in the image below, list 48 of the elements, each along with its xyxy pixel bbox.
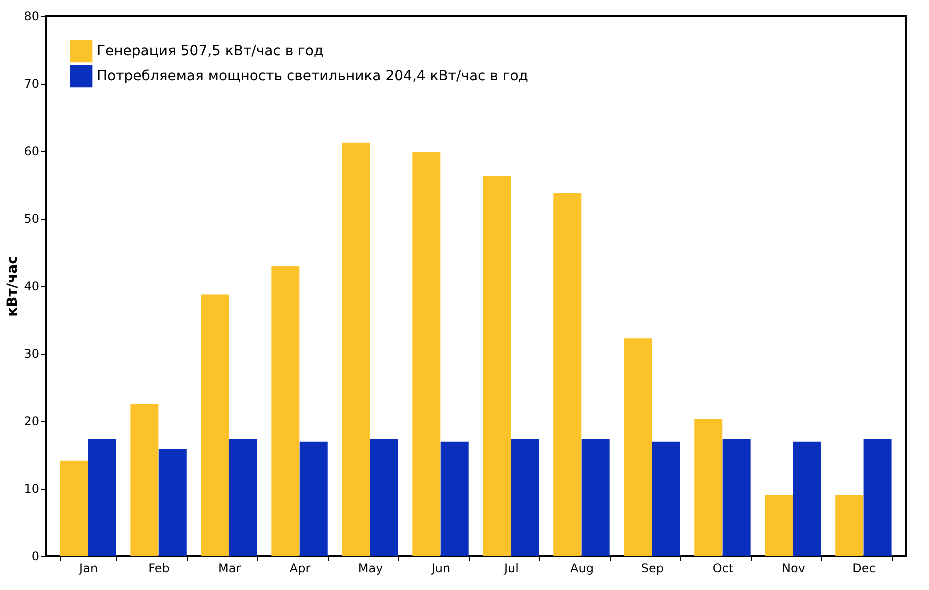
bar (722, 439, 751, 556)
bar (554, 194, 582, 556)
bar (88, 439, 116, 556)
bar (201, 294, 230, 556)
bar (229, 439, 258, 556)
y-tick-label: 70 (24, 77, 40, 91)
bar (370, 439, 398, 556)
x-tick-label: Feb (148, 562, 170, 576)
x-tick-label: Jun (430, 562, 451, 576)
y-tick-label: 20 (24, 414, 40, 428)
x-tick-label: Mar (218, 562, 242, 576)
bar (300, 442, 328, 556)
y-tick-label: 10 (24, 482, 40, 496)
x-tick-label: Aug (570, 562, 594, 576)
legend-label: Генерация 507,5 кВт/час в год (97, 44, 324, 60)
bar (412, 152, 441, 556)
x-tick-label: Oct (712, 562, 734, 576)
y-tick-label: 40 (24, 280, 40, 294)
bar (342, 142, 370, 556)
bar (624, 338, 652, 556)
x-tick-label: Jan (78, 562, 98, 576)
y-tick-label: 60 (24, 144, 40, 158)
bar (158, 449, 187, 556)
x-tick-label: Jul (504, 562, 519, 576)
bar (483, 176, 512, 556)
bar (864, 439, 892, 556)
x-tick-label: Sep (641, 562, 664, 576)
bar (652, 442, 680, 556)
bar (765, 495, 794, 556)
y-tick-label: 80 (24, 10, 40, 24)
bar (511, 439, 540, 556)
bar (60, 460, 88, 556)
bar (694, 418, 723, 556)
x-tick-label: Nov (782, 562, 806, 576)
bar (440, 442, 469, 556)
y-tick-label: 30 (24, 347, 40, 361)
y-tick-label: 50 (24, 212, 40, 226)
legend-label: Потребляемая мощность светильника 204,4 кВт/час в год (97, 68, 528, 84)
bar (272, 266, 300, 556)
bar (582, 439, 610, 556)
bar (130, 404, 159, 556)
x-tick-label: Dec (852, 562, 876, 576)
bar (836, 495, 864, 556)
bar (793, 442, 822, 556)
y-axis-title: кВт/час (5, 256, 22, 317)
x-tick-label: Apr (290, 562, 311, 576)
x-tick-label: May (358, 562, 384, 576)
y-tick-label: 0 (32, 550, 40, 564)
